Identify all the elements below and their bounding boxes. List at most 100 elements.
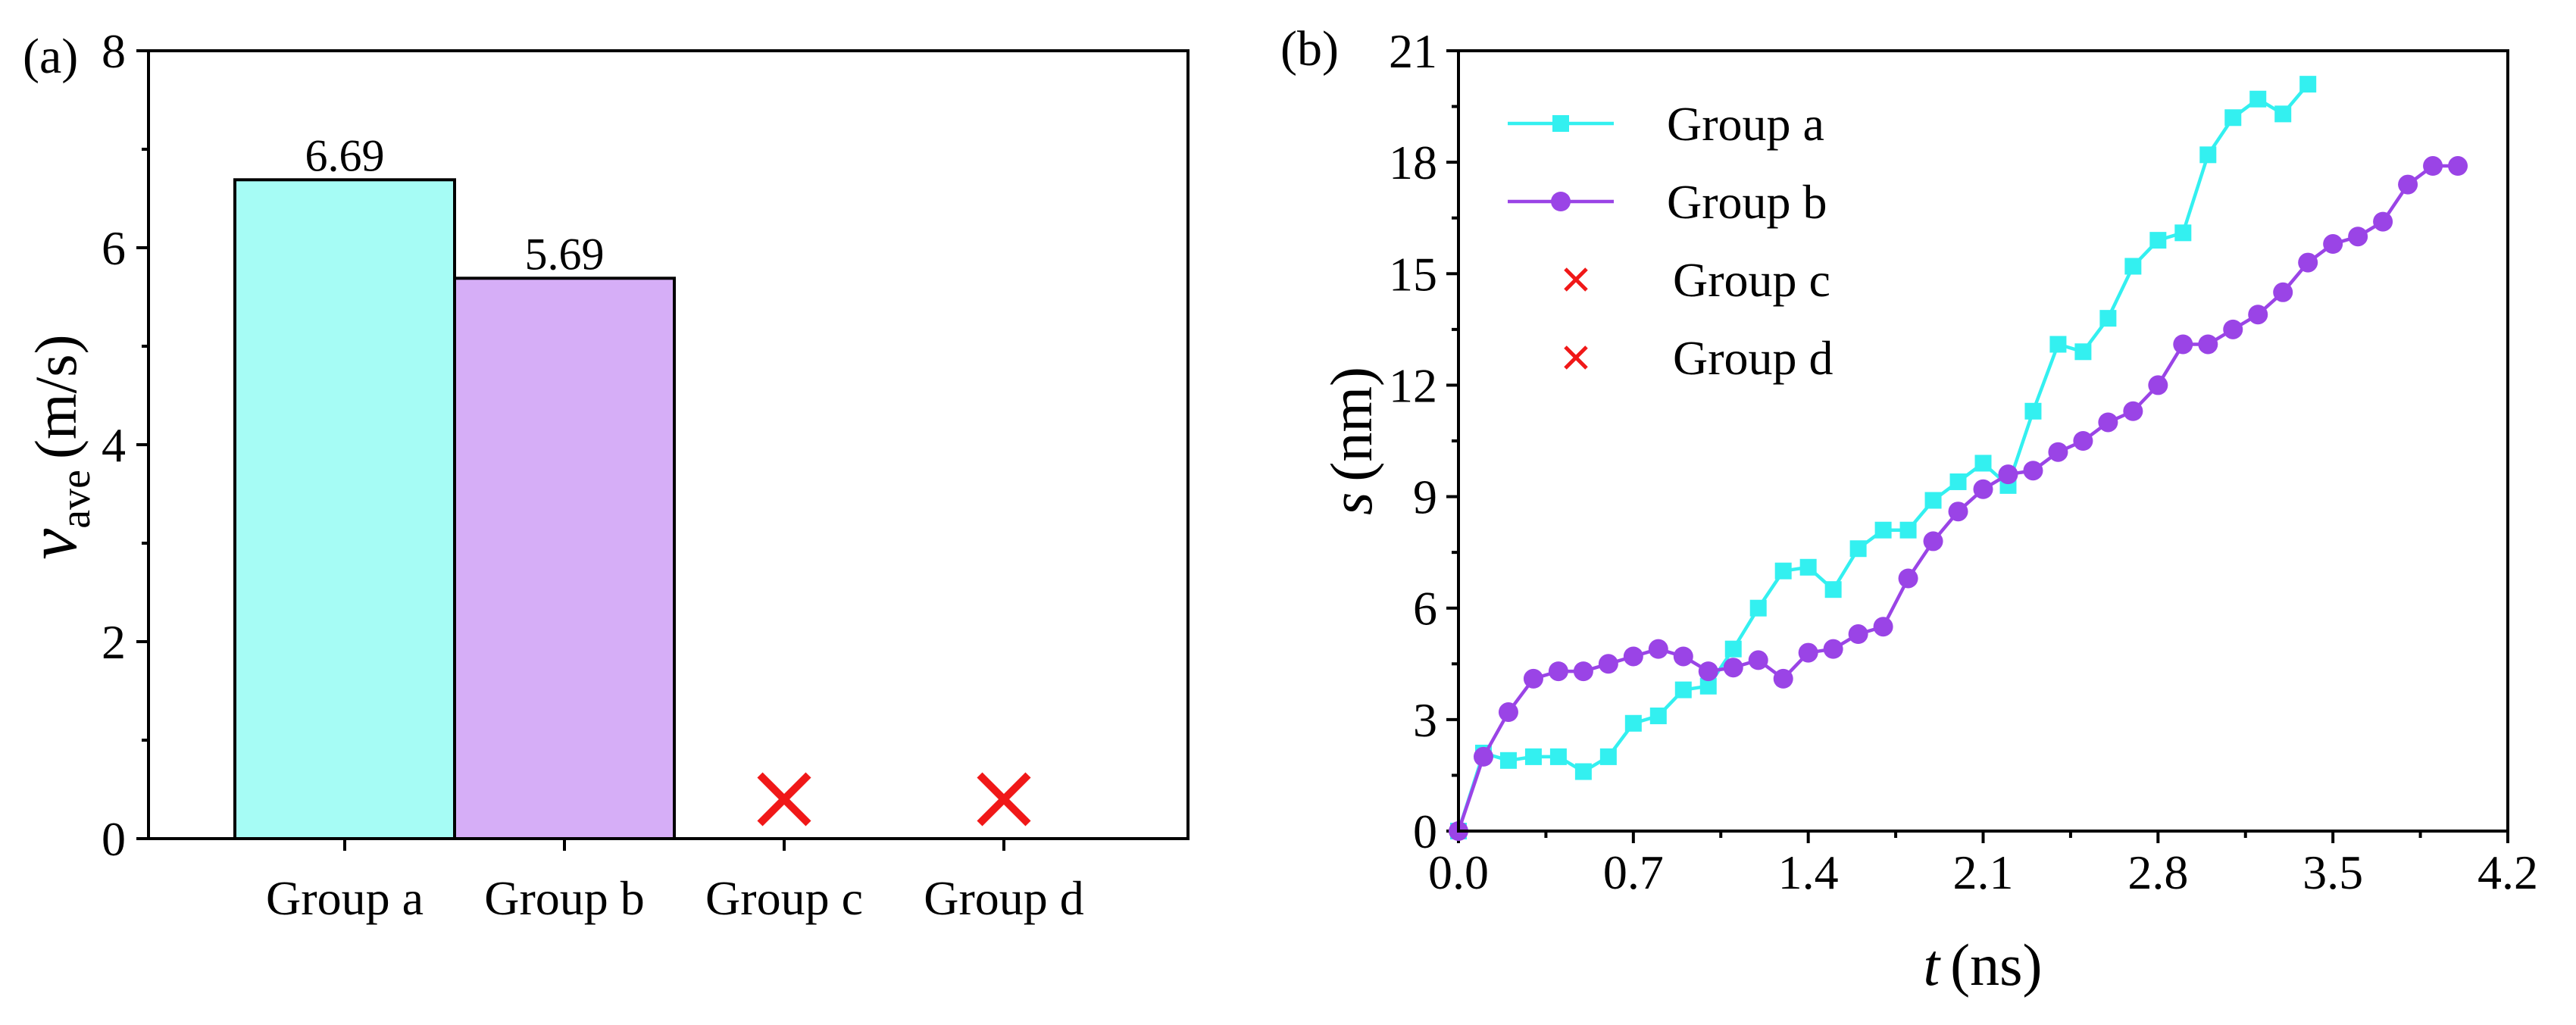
failed-markers [757,772,1031,827]
square-data-point [1549,748,1567,765]
square-data-point [2199,146,2217,164]
cross-stroke [757,772,811,827]
square-data-point [2074,343,2092,361]
y-axis-subscript-a: ave [52,470,99,529]
x-tick-label: 4.2 [2478,845,2538,899]
circle-data-point [2098,412,2118,433]
series-group-b [1449,156,2468,841]
series-line [1456,83,2309,832]
square-data-point [2024,402,2042,420]
square-data-point [1924,492,1942,509]
x-tick-label: Group b [484,871,645,925]
y-tick-label: 6 [1413,582,1437,636]
legend-item-group-b: Group b [1508,175,1827,229]
square-data-point [1524,748,1542,765]
legend-marker [1564,345,1588,370]
circle-data-point [1573,661,1593,682]
x-tick-label: 0.0 [1428,845,1489,899]
y-axis-unit-a: (m/s) [23,334,89,459]
x-tick-label: 1.4 [1778,845,1839,899]
x-tick-label: 2.1 [1953,845,2014,899]
square-data-point [1874,521,1892,539]
y-ticks: Group a Group b Group c Group d 0 2 4 6 8 [102,24,1084,925]
square-data-point [1699,677,1717,695]
square-data-point [2249,90,2267,108]
circle-data-point [1523,668,1543,689]
y-tick-label: 6 [102,221,126,275]
x-axis-unit-b: (ns) [1950,932,2042,998]
square-data-point [1724,640,1742,658]
y-tick-label: 12 [1389,358,1437,412]
circle-data-point [1948,502,1968,522]
circle-data-point [2148,375,2168,395]
y-tick-label: 3 [1413,693,1437,747]
y-tick-label: 4 [102,418,126,472]
circle-data-point [1673,646,1693,667]
circle-data-point [1898,568,1918,589]
square-data-point [2124,258,2142,275]
failed-cross-group-c [757,772,811,827]
y-axis-var-a: v [14,529,91,560]
circle-data-point [2123,401,2143,421]
y-tick-label: 0 [102,812,126,866]
circle-data-point [1648,639,1668,659]
y-tick-label: 8 [102,24,126,78]
y-axis-title-a: vave (m/s) [14,334,99,559]
cross-stroke [1564,345,1588,370]
legend-marker [1564,267,1588,292]
circle-data-point [2348,227,2368,247]
legend-label: Group a [1667,97,1824,151]
series-group [1449,76,2468,841]
legend-item-group-d: Group d [1564,331,1834,385]
series-group-a [1450,76,2317,839]
y-tick-label: 9 [1413,470,1437,524]
circle-data-point [2248,305,2268,325]
square-data-point [1849,540,1867,558]
legend: Group a Group b Group c Group d [1508,97,1834,385]
circle-data-point [1873,617,1893,637]
square-data-point [2049,336,2067,353]
y-axis-var-b: s [1318,492,1384,515]
square-data-point [1674,681,1692,698]
circle-data-point [1973,479,1993,499]
legend-label: Group b [1667,175,1827,229]
x-tick-label: Group c [705,871,863,925]
square-data-point [1774,562,1792,580]
circle-data-point [1473,746,1493,767]
x-tick-label: 3.5 [2302,845,2363,899]
y-tick-label: 2 [102,615,126,669]
circle-data-point [1548,661,1568,682]
axis-ticks-b: 0.0 0.7 1.4 2.1 2.8 3.5 4.2 0 3 6 9 12 15 18 21 [1389,24,2538,899]
circle-data-point [1748,650,1768,670]
y-tick-label: 21 [1389,24,1437,78]
circle-data-point [1848,624,1868,645]
circle-data-point [1598,654,1618,674]
circle-data-point [2448,156,2468,177]
panel-a-bar-chart: (a) 6.695.69 Group a Group b Group c Group … [14,24,1190,925]
circle-data-point [2398,174,2418,195]
square-data-point [1799,558,1817,576]
legend-label: Group d [1673,331,1834,385]
circle-data-point [2298,252,2318,273]
circle-data-point [1773,668,1793,689]
circle-data-point [1823,639,1843,659]
panel-a-label: (a) [23,29,78,84]
cross-stroke [977,772,1031,827]
circle-data-point [2223,319,2243,339]
legend-item-group-a: Group a [1508,97,1824,151]
square-data-point [2274,105,2292,123]
y-tick-label: 15 [1389,247,1437,301]
circle-data-point [2373,211,2393,232]
circle-data-point [2073,431,2093,451]
legend-label: Group c [1673,253,1830,307]
circle-data-point [2198,334,2218,355]
x-tick-label: 2.8 [2127,845,2188,899]
circle-data-point [2048,442,2068,462]
y-axis-title-b: s (nm) [1318,367,1384,515]
square-data-point [2174,224,2192,242]
y-tick-label: 18 [1389,136,1437,189]
circle-data-point [1923,531,1943,552]
panel-b-label: (b) [1280,21,1339,77]
